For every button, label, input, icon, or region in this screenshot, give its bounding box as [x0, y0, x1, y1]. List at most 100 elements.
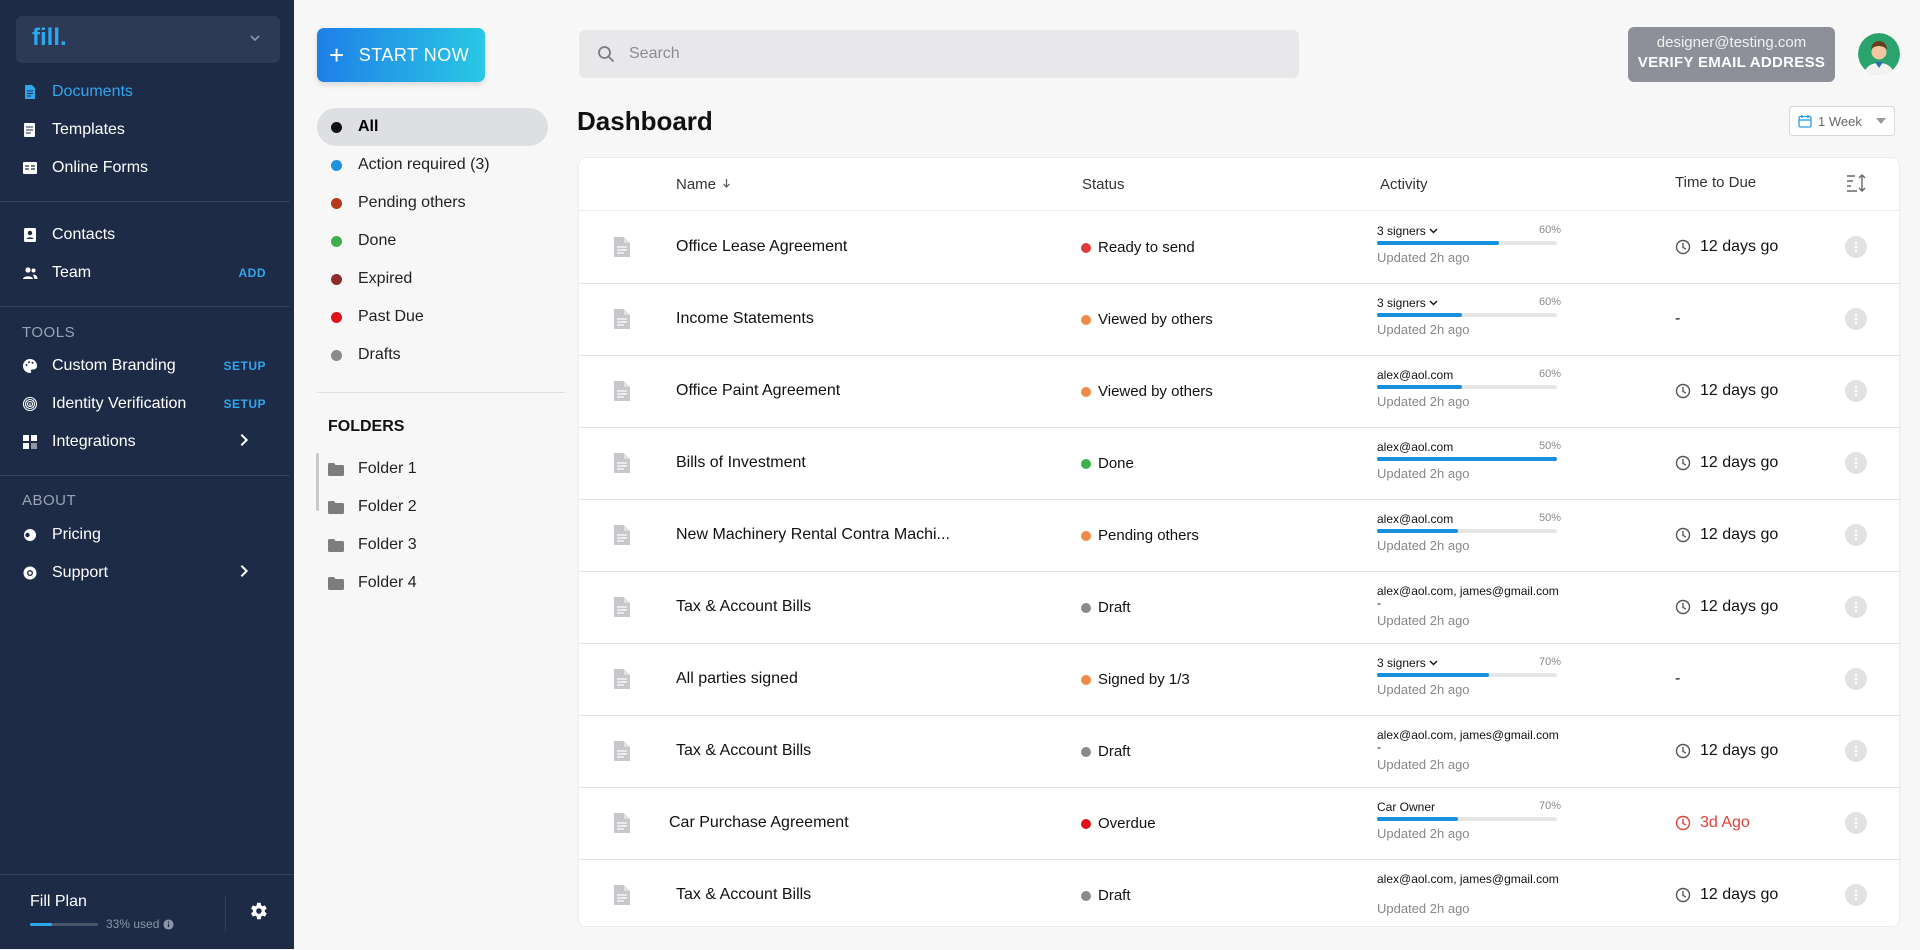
row-menu-button[interactable] — [1845, 236, 1867, 258]
activity-signers[interactable]: 3 signers — [1377, 656, 1438, 670]
search-input[interactable] — [627, 44, 1231, 64]
sidebar-item-team[interactable]: Team ADD — [22, 261, 266, 285]
table-row[interactable]: Tax & Account Bills Draft alex@aol.com, ja… — [579, 571, 1899, 644]
filter-action-required[interactable]: Action required (3) — [317, 146, 548, 184]
info-icon[interactable] — [163, 918, 174, 930]
row-menu-button[interactable] — [1845, 524, 1867, 546]
table-row[interactable]: Tax & Account Bills Draft alex@aol.com, ja… — [579, 859, 1899, 926]
document-name[interactable]: Office Paint Agreement — [676, 382, 841, 399]
sidebar-item-support[interactable]: Support — [22, 561, 266, 585]
filter-done[interactable]: Done — [317, 222, 548, 260]
sidebar-item-identity-verification[interactable]: Identity Verification SETUP — [22, 392, 266, 416]
setup-branding-button[interactable]: SETUP — [223, 359, 266, 373]
filter-drafts[interactable]: Drafts — [317, 336, 548, 374]
filter-all[interactable]: All — [317, 108, 548, 146]
table-row[interactable]: Office Lease Agreement Ready to send 3 sig… — [579, 211, 1899, 284]
folder-item[interactable]: Folder 3 — [328, 532, 417, 558]
document-name[interactable]: Income Statements — [676, 310, 814, 327]
table-row[interactable]: Bills of Investment Done alex@aol.com 50% Up… — [579, 427, 1899, 500]
table-row[interactable]: Income Statements Viewed by others 3 signe… — [579, 283, 1899, 356]
table-row[interactable]: All parties signed Signed by 1/3 3 signers… — [579, 643, 1899, 716]
sidebar-item-label: Documents — [52, 83, 133, 100]
setup-identity-button[interactable]: SETUP — [223, 397, 266, 411]
sidebar-item-custom-branding[interactable]: Custom Branding SETUP — [22, 354, 266, 378]
row-menu-button[interactable] — [1845, 668, 1867, 690]
document-name[interactable]: New Machinery Rental Contra Machi... — [676, 526, 950, 543]
activity-header: alex@aol.com 50% — [1377, 512, 1561, 526]
folder-item[interactable]: Folder 2 — [328, 494, 417, 520]
workspace-switcher[interactable]: fill. — [16, 16, 280, 63]
search-bar[interactable] — [579, 30, 1299, 78]
table-row[interactable]: Office Paint Agreement Viewed by others al… — [579, 355, 1899, 428]
filter-pending-others[interactable]: Pending others — [317, 184, 548, 222]
status-label: Overdue — [1098, 815, 1156, 832]
filter-expired[interactable]: Expired — [317, 260, 548, 298]
sidebar-item-integrations[interactable]: Integrations — [22, 430, 266, 454]
activity-cell: alex@aol.com, james@gmail.com - Updated 2h… — [1377, 728, 1561, 772]
more-vertical-icon — [1854, 745, 1858, 757]
table-row[interactable]: Car Purchase Agreement Overdue Car Owner 70… — [579, 787, 1899, 860]
activity-header: alex@aol.com 60% — [1377, 368, 1561, 382]
clock-icon — [1675, 743, 1700, 759]
document-icon — [613, 884, 631, 911]
table-row[interactable]: Tax & Account Bills Draft alex@aol.com, ja… — [579, 715, 1899, 788]
more-vertical-icon — [1854, 889, 1858, 901]
activity-signers-label: Car Owner — [1377, 800, 1436, 814]
start-now-button[interactable]: + START NOW — [317, 28, 485, 82]
status-badge: Ready to send — [1081, 239, 1195, 256]
sidebar-item-pricing[interactable]: Pricing — [22, 523, 266, 547]
sidebar: fill. Documents Templates Online Forms C… — [0, 0, 294, 949]
document-name[interactable]: Bills of Investment — [676, 454, 806, 471]
document-name[interactable]: All parties signed — [676, 670, 798, 687]
sidebar-item-online-forms[interactable]: Online Forms — [22, 156, 266, 180]
document-name[interactable]: Tax & Account Bills — [676, 742, 812, 759]
document-name[interactable]: Tax & Account Bills — [676, 598, 812, 615]
row-menu-button[interactable] — [1845, 380, 1867, 402]
row-menu-button[interactable] — [1845, 740, 1867, 762]
clock-icon — [1675, 887, 1700, 903]
divider — [0, 306, 290, 307]
document-name[interactable]: Office Lease Agreement — [676, 238, 848, 255]
time-to-due: 12 days go — [1675, 526, 1778, 544]
more-vertical-icon — [1854, 817, 1858, 829]
activity-signers[interactable]: 3 signers — [1377, 224, 1438, 238]
row-menu-button[interactable] — [1845, 308, 1867, 330]
plan-usage-fill — [30, 923, 53, 926]
avatar[interactable] — [1858, 33, 1900, 75]
add-team-button[interactable]: ADD — [238, 266, 266, 280]
more-vertical-icon — [1854, 385, 1858, 397]
activity-signers[interactable]: 3 signers — [1377, 296, 1438, 310]
filter-past-due[interactable]: Past Due — [317, 298, 548, 336]
folder-item[interactable]: Folder 4 — [328, 570, 417, 596]
activity-updated: Updated 2h ago — [1377, 682, 1470, 697]
row-menu-button[interactable] — [1845, 596, 1867, 618]
verify-email-button[interactable]: designer@testing.com VERIFY EMAIL ADDRES… — [1628, 27, 1835, 82]
folder-label: Folder 3 — [358, 536, 417, 553]
activity-progress-fill — [1377, 385, 1462, 389]
folders-scrollbar[interactable] — [316, 453, 319, 511]
document-name[interactable]: Tax & Account Bills — [676, 886, 812, 903]
folder-item[interactable]: Folder 1 — [328, 456, 417, 482]
column-header-name[interactable]: Name — [676, 176, 731, 193]
row-menu-button[interactable] — [1845, 452, 1867, 474]
folder-icon — [328, 576, 344, 590]
settings-gear-icon[interactable] — [247, 900, 269, 927]
sidebar-item-contacts[interactable]: Contacts — [22, 223, 266, 247]
filter-label: Action required (3) — [358, 156, 490, 173]
activity-progress-bar — [1377, 457, 1557, 461]
sidebar-item-documents[interactable]: Documents — [22, 80, 266, 104]
sidebar-item-templates[interactable]: Templates — [22, 118, 266, 142]
time-range-select[interactable]: 1 Week — [1789, 106, 1895, 136]
column-header-activity[interactable]: Activity — [1380, 176, 1428, 193]
more-vertical-icon — [1854, 673, 1858, 685]
column-header-time-to-due[interactable]: Time to Due — [1675, 174, 1757, 191]
status-dot — [331, 349, 342, 361]
row-menu-button[interactable] — [1845, 812, 1867, 834]
column-sort-icon[interactable] — [1845, 173, 1867, 198]
table-row[interactable]: New Machinery Rental Contra Machi... Pend… — [579, 499, 1899, 572]
status-badge: Draft — [1081, 887, 1131, 904]
document-name[interactable]: Car Purchase Agreement — [669, 814, 849, 831]
row-menu-button[interactable] — [1845, 884, 1867, 906]
status-label: Ready to send — [1098, 239, 1195, 256]
column-header-status[interactable]: Status — [1082, 176, 1125, 193]
